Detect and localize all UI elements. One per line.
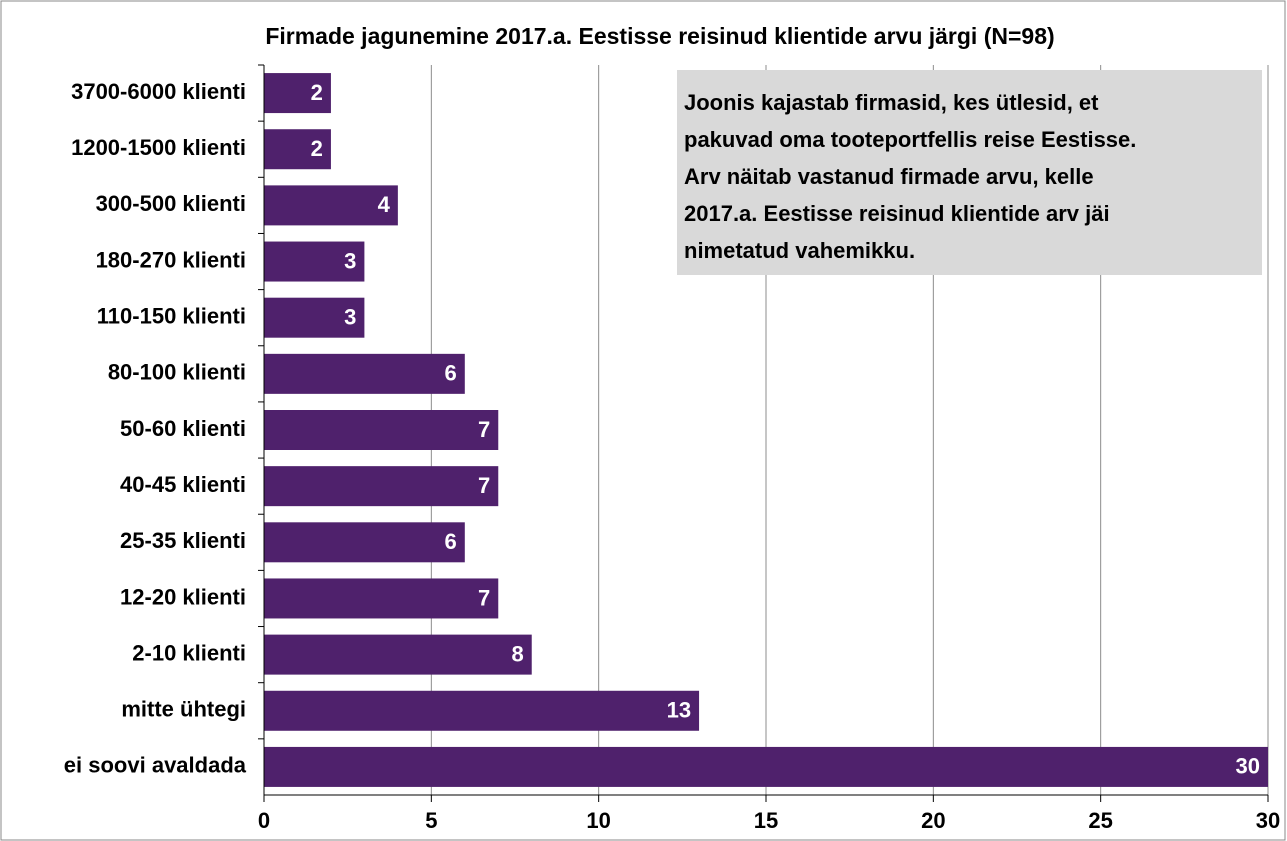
y-tick-label: 3700-6000 klienti	[71, 79, 246, 104]
bar	[264, 746, 1268, 787]
bar	[264, 634, 532, 675]
y-tick-label: 1200-1500 klienti	[71, 135, 246, 160]
y-tick-label: mitte ühtegi	[121, 697, 246, 722]
x-tick-label: 15	[754, 808, 778, 833]
annotation-line: 2017.a. Eestisse reisinud klientide arv …	[684, 201, 1110, 226]
x-tick-label: 25	[1088, 808, 1112, 833]
bar	[264, 297, 365, 338]
bar	[264, 129, 331, 170]
data-label: 7	[478, 473, 490, 498]
annotation-line: Arv näitab vastanud firmade arvu, kelle	[684, 164, 1094, 189]
bar	[264, 690, 700, 731]
x-tick-label: 5	[425, 808, 437, 833]
y-tick-label: ei soovi avaldada	[64, 753, 247, 778]
x-tick-label: 10	[586, 808, 610, 833]
x-tick-label: 20	[921, 808, 945, 833]
data-label: 2	[311, 136, 323, 161]
bar	[264, 353, 465, 394]
y-tick-label: 2-10 klienti	[132, 640, 246, 665]
y-tick-label: 110-150 klienti	[97, 304, 246, 329]
y-tick-label: 300-500 klienti	[96, 191, 246, 216]
bar	[264, 578, 499, 619]
data-label: 8	[511, 641, 523, 666]
data-label: 2	[311, 80, 323, 105]
data-label: 13	[667, 698, 691, 723]
y-tick-label: 12-20 klienti	[120, 584, 246, 609]
bar	[264, 466, 499, 507]
data-label: 3	[344, 305, 356, 330]
data-label: 3	[344, 248, 356, 273]
data-label: 7	[478, 585, 490, 610]
annotation-line: nimetatud vahemikku.	[684, 238, 915, 263]
data-label: 7	[478, 417, 490, 442]
data-label: 6	[445, 361, 457, 386]
x-tick-label: 0	[258, 808, 270, 833]
annotation-line: Joonis kajastab firmasid, kes ütlesid, e…	[684, 90, 1099, 115]
bar	[264, 241, 365, 282]
annotation-box	[677, 70, 1262, 275]
annotation-line: pakuvad oma tooteportfellis reise Eestis…	[684, 127, 1136, 152]
y-tick-label: 25-35 klienti	[120, 528, 246, 553]
data-label: 6	[445, 529, 457, 554]
x-tick-label: 30	[1256, 808, 1280, 833]
y-tick-label: 40-45 klienti	[120, 472, 246, 497]
data-label: 30	[1236, 754, 1260, 779]
y-tick-label: 180-270 klienti	[96, 247, 246, 272]
y-tick-label: 50-60 klienti	[120, 416, 246, 441]
bar	[264, 410, 499, 450]
y-tick-label: 80-100 klienti	[108, 360, 246, 385]
data-label: 4	[378, 192, 391, 217]
chart-title: Firmade jagunemine 2017.a. Eestisse reis…	[265, 23, 1054, 49]
bar	[264, 73, 331, 114]
bar	[264, 185, 398, 226]
bar	[264, 522, 465, 563]
